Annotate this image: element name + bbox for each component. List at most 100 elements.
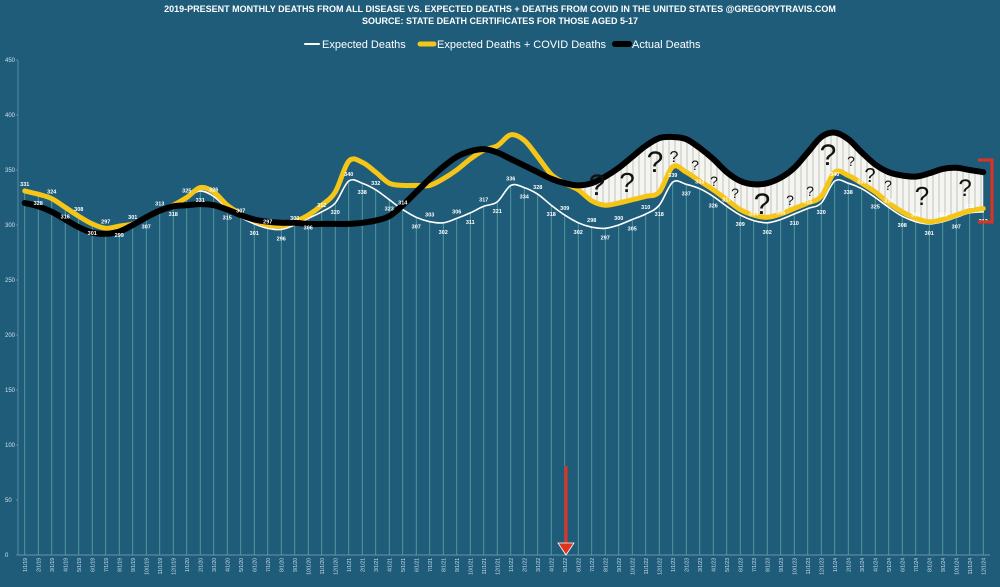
x-tick-label: 7/1/20: [266, 558, 272, 572]
x-tick-label: 2/1/20: [198, 558, 204, 572]
data-label: 326: [709, 203, 718, 209]
x-tick-label: 4/1/24: [873, 558, 879, 572]
x-tick-label: 12/1/23: [819, 558, 825, 575]
x-tick-label: 2/1/22: [522, 558, 528, 572]
x-tick-label: 12/1/19: [171, 558, 177, 575]
data-label: 339: [668, 173, 677, 179]
annotation: ?: [647, 146, 664, 179]
data-label: 325: [871, 205, 880, 211]
data-label: 297: [101, 219, 110, 225]
y-tick-label: 450: [5, 58, 16, 64]
data-label: 297: [263, 219, 272, 225]
y-tick-label: 350: [5, 168, 16, 174]
x-tick-label: 6/1/22: [576, 558, 582, 572]
y-tick-label: 400: [5, 113, 16, 119]
data-label: 331: [20, 182, 29, 188]
x-tick-label: 7/1/23: [752, 558, 758, 572]
data-label: 301: [250, 231, 259, 237]
data-label: 309: [736, 222, 745, 228]
annotation: ?: [589, 169, 606, 202]
x-tick-label: 5/1/23: [725, 558, 731, 572]
data-label: 306: [452, 209, 461, 215]
data-label: 332: [371, 181, 380, 187]
x-tick-label: 9/1/19: [131, 558, 137, 572]
y-tick-label: 100: [5, 443, 16, 449]
data-label: 297: [601, 235, 610, 241]
legend: Expected Deaths Expected Deaths + COVID D…: [304, 39, 701, 51]
series-line: [21, 129, 987, 237]
data-label: 301: [128, 215, 137, 221]
data-label: 328: [533, 185, 542, 191]
x-tick-label: 9/1/20: [293, 558, 299, 572]
x-tick-label: 7/1/21: [428, 558, 434, 572]
annotation: ?: [847, 153, 855, 169]
data-label: 318: [169, 212, 178, 218]
x-tick-label: 2/1/23: [684, 558, 690, 572]
data-label: 318: [655, 212, 664, 218]
data-label: 314: [398, 201, 408, 207]
data-label: 317: [722, 197, 731, 203]
x-tick-label: 5/1/22: [563, 558, 569, 572]
x-tick-label: 4/1/20: [225, 558, 231, 572]
x-tick-label: 8/1/23: [765, 558, 771, 572]
annotation: ?: [864, 165, 875, 187]
x-tick-label: 1/1/20: [185, 558, 191, 572]
data-label: 307: [142, 224, 151, 230]
data-label: 315: [223, 216, 232, 222]
data-label: 312: [317, 203, 326, 209]
x-tick-label: 12/1/22: [657, 558, 663, 575]
x-tick-label: 2/1/19: [36, 558, 42, 572]
data-label: 300: [614, 216, 623, 222]
y-tick-label: 50: [5, 498, 12, 504]
data-label: 338: [844, 190, 853, 196]
x-tick-label: 3/1/19: [50, 558, 56, 572]
data-label: 307: [236, 208, 245, 214]
x-tick-label: 12/1/21: [495, 558, 501, 575]
data-label: 316: [884, 198, 893, 204]
x-tick-label: 4/1/21: [387, 558, 393, 572]
x-tick-label: 1/1/21: [347, 558, 353, 572]
data-label: 303: [938, 213, 947, 219]
data-label: 303: [911, 213, 920, 219]
x-tick-label: 2/1/24: [846, 558, 852, 572]
x-tick-label: 10/1/23: [792, 558, 798, 575]
x-tick-label: 10/1/20: [306, 558, 312, 575]
x-tick-label: 3/1/21: [374, 558, 380, 572]
data-label: 302: [574, 230, 583, 236]
data-label: 302: [439, 230, 448, 236]
annotation: ?: [691, 157, 699, 173]
data-label: 304: [749, 212, 759, 218]
x-tick-label: 1/1/24: [833, 558, 839, 572]
x-tick-label: 10/1/19: [144, 558, 150, 575]
x-tick-label: 4/1/23: [711, 558, 717, 572]
y-tick-label: 0: [5, 553, 9, 559]
annotation: ?: [915, 181, 929, 211]
data-label: 333: [857, 180, 866, 186]
x-tick-label: 6/1/24: [900, 558, 906, 572]
data-label: 311: [965, 204, 974, 210]
x-tick-label: 6/1/23: [738, 558, 744, 572]
legend-label: Expected Deaths: [322, 39, 406, 51]
data-label: 331: [196, 198, 205, 204]
annotation: ?: [806, 183, 814, 199]
data-label: 324: [47, 190, 57, 196]
data-label: 316: [61, 214, 70, 220]
x-tick-label: 9/1/22: [617, 558, 623, 572]
x-tick-label: 5/1/19: [77, 558, 83, 572]
annotation: ?: [786, 192, 794, 208]
annotation: ?: [670, 149, 679, 166]
x-tick-label: 3/1/23: [698, 558, 704, 572]
data-label: 306: [304, 225, 313, 231]
data-label: 323: [385, 207, 394, 213]
annotation: ?: [884, 177, 892, 193]
x-tick-label: 10/1/24: [954, 558, 960, 575]
x-tick-label: 1/1/22: [509, 558, 515, 572]
data-label: 298: [587, 218, 596, 224]
x-tick-label: 8/1/20: [279, 558, 285, 572]
chart-subtitle: SOURCE: STATE DEATH CERTIFICATES FOR THO…: [362, 16, 638, 26]
annotation: ?: [710, 173, 718, 189]
x-tick-label: 8/1/22: [603, 558, 609, 572]
